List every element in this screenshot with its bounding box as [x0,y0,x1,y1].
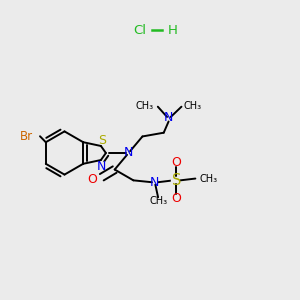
Text: N: N [124,146,133,160]
FancyBboxPatch shape [171,176,182,185]
Text: CH₃: CH₃ [200,174,218,184]
Text: N: N [97,160,106,172]
Text: O: O [172,191,182,205]
Text: O: O [87,173,97,186]
Text: N: N [150,176,160,189]
Text: O: O [172,156,182,169]
Text: Cl: Cl [133,23,146,37]
Text: CH₃: CH₃ [184,101,202,111]
Text: S: S [98,134,106,147]
Text: Br: Br [20,130,33,143]
Text: CH₃: CH₃ [149,196,167,206]
Text: H: H [168,23,177,37]
Text: CH₃: CH₃ [136,101,154,111]
Text: S: S [172,173,181,188]
Text: N: N [164,111,174,124]
